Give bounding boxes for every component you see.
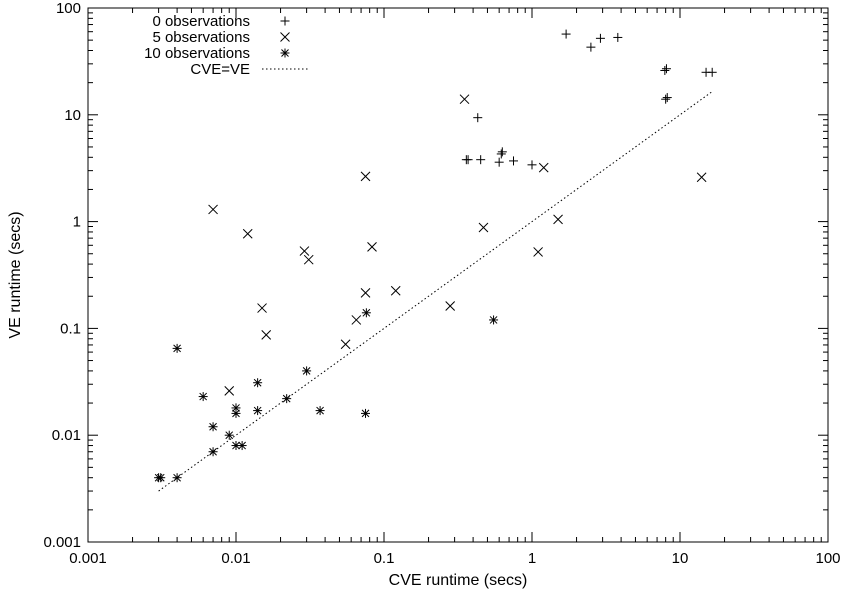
data-point-plus [661,64,671,74]
legend-item: 0 observations [152,13,290,30]
x-axis-title: CVE runtime (secs) [389,572,528,589]
y-tick-label: 0.01 [52,427,81,444]
data-points [154,29,717,483]
x-tick-label: 0.001 [69,550,107,567]
data-point-cross [390,285,401,296]
legend-item: 10 observations [144,45,290,62]
data-point-plus [586,42,596,52]
data-point-cross [351,315,362,325]
data-point-star [231,408,241,418]
x-tick-label: 100 [815,550,840,567]
data-point-plus [509,156,519,166]
axis-ticks: 0.001 0.01 0.1 1 10 100 0.001 0.01 0.1 1 10 100 [43,0,840,567]
legend-symbol [280,32,290,42]
y-tick-label: 0.1 [60,320,81,337]
legend-label: 0 observations [152,13,250,30]
data-point-cross [340,339,351,350]
data-point-star [253,378,263,388]
data-point-cross [242,228,253,239]
data-point-star [282,394,292,404]
legend-label: 5 observations [152,29,250,46]
data-point-star [156,473,166,483]
y-tick-label: 10 [64,107,81,124]
data-point-cross [360,171,371,182]
data-point-cross [459,94,470,105]
x-tick-label: 1 [528,550,536,567]
data-point-cross [478,222,489,233]
legend-label: 10 observations [144,45,250,62]
data-point-cross [367,242,377,252]
data-point-star [208,422,218,432]
data-point-plus [527,160,537,170]
data-point-star [208,447,218,457]
data-point-plus [494,157,504,167]
data-point-star [198,392,208,402]
legend-symbol [280,16,290,26]
data-point-star [315,406,325,416]
data-point-cross [299,246,310,256]
data-point-star [237,441,247,451]
data-point-cross [257,303,267,313]
data-point-plus [463,155,473,165]
data-point-star [224,430,234,440]
data-point-plus [497,147,507,157]
data-point-star [489,315,499,325]
data-point-plus [476,155,486,165]
data-point-cross [696,172,707,183]
data-point-star [231,403,241,413]
y-axis-title: VE runtime (secs) [7,211,24,338]
legend-label: CVE=VE [190,61,250,78]
x-tick-label: 0.1 [374,550,395,567]
y-tick-label: 1 [73,214,81,231]
data-point-cross [553,214,563,225]
x-tick-label: 10 [672,550,689,567]
data-point-plus [661,94,671,104]
data-point-plus [662,93,672,103]
data-point-star [172,473,182,483]
x-tick-label: 0.01 [221,550,250,567]
reference-line-cve-equals-ve [158,91,713,492]
data-point-cross [208,204,218,215]
data-point-cross [538,162,549,173]
data-point-cross [224,386,235,396]
reference-line-layer [158,91,713,492]
data-point-star [253,406,263,416]
legend-item: CVE=VE [190,61,308,78]
data-point-star [302,366,312,376]
y-tick-label: 100 [56,0,81,17]
data-point-cross [261,330,272,340]
data-point-plus [660,65,670,75]
data-point-cross [360,288,371,298]
y-tick-label: 0.001 [43,534,81,551]
data-point-plus [595,33,605,43]
legend-item: 5 observations [152,29,290,46]
data-point-star [172,343,182,353]
data-point-star [361,408,371,418]
data-point-cross [445,301,456,311]
data-point-plus [473,113,483,123]
data-point-cross [533,247,543,257]
data-point-plus [707,67,717,77]
data-point-plus [496,149,506,159]
data-point-cross [303,254,314,265]
data-point-plus [613,32,623,42]
data-point-plus [561,29,571,39]
plot-frame [87,7,829,543]
data-point-star [361,308,371,318]
legend-symbol [280,48,290,58]
